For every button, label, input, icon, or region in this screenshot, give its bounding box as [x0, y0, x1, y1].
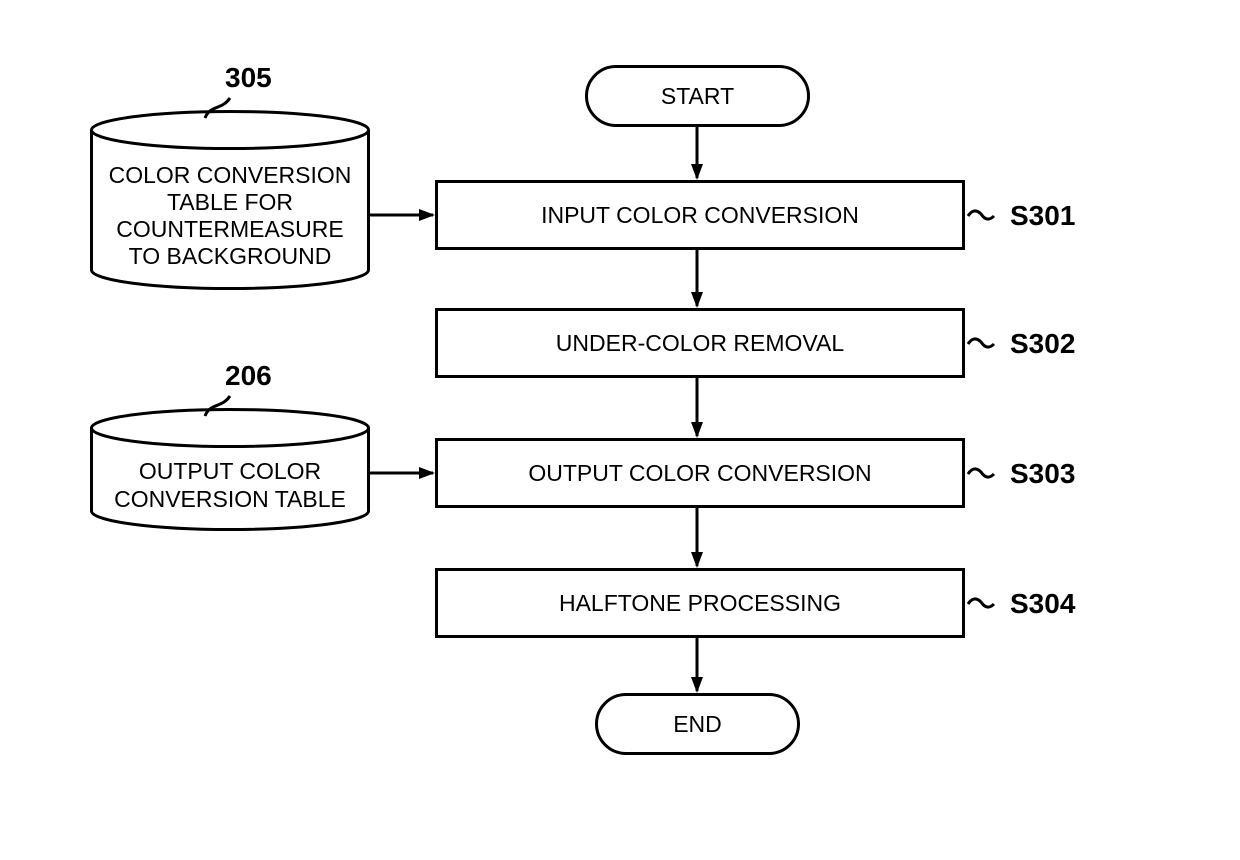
- ref-206-text: 206: [225, 360, 272, 391]
- ref-s303-text: S303: [1010, 458, 1075, 489]
- process-s303: OUTPUT COLOR CONVERSION: [435, 438, 965, 508]
- ref-s302: S302: [1010, 328, 1075, 360]
- ref-305-text: 305: [225, 62, 272, 93]
- cylinder-206: OUTPUT COLOR CONVERSION TABLE: [90, 408, 370, 531]
- ref-s301-text: S301: [1010, 200, 1075, 231]
- ref-s301: S301: [1010, 200, 1075, 232]
- end-label: END: [673, 711, 722, 738]
- end-node: END: [595, 693, 800, 755]
- process-s301: INPUT COLOR CONVERSION: [435, 180, 965, 250]
- ref-s303: S303: [1010, 458, 1075, 490]
- process-s303-label: OUTPUT COLOR CONVERSION: [528, 460, 871, 486]
- ref-s304: S304: [1010, 588, 1075, 620]
- ref-s304-text: S304: [1010, 588, 1075, 619]
- process-s304: HALFTONE PROCESSING: [435, 568, 965, 638]
- process-s301-label: INPUT COLOR CONVERSION: [541, 202, 859, 228]
- start-node: START: [585, 65, 810, 127]
- ref-206: 206: [225, 360, 272, 392]
- process-s302-label: UNDER-COLOR REMOVAL: [556, 330, 844, 356]
- ref-s302-text: S302: [1010, 328, 1075, 359]
- cylinder-206-label: OUTPUT COLOR CONVERSION TABLE: [114, 458, 346, 512]
- process-s302: UNDER-COLOR REMOVAL: [435, 308, 965, 378]
- cylinder-305-label: COLOR CONVERSION TABLE FOR COUNTERMEASUR…: [109, 162, 352, 271]
- cylinder-305: COLOR CONVERSION TABLE FOR COUNTERMEASUR…: [90, 110, 370, 290]
- process-s304-label: HALFTONE PROCESSING: [559, 590, 841, 616]
- start-label: START: [661, 83, 734, 110]
- ref-305: 305: [225, 62, 272, 94]
